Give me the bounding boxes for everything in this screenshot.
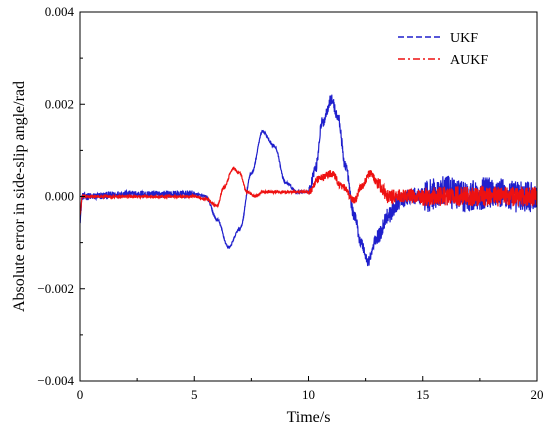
- x-tick-label: 15: [416, 387, 429, 402]
- axis-ticks: 0 5 10 15 20 −0.004 −0.002 0.000 0.002 0.004: [37, 4, 543, 402]
- x-axis-label: Time/s: [287, 409, 331, 426]
- x-tick-label: 0: [77, 387, 84, 402]
- y-axis-label: Absolute error in side-slip angle/rad: [11, 81, 28, 312]
- y-tick-label: 0.002: [45, 96, 74, 111]
- x-tick-label: 10: [302, 387, 315, 402]
- plot-series: [80, 94, 537, 267]
- series-line-ukf: [80, 94, 537, 267]
- legend-label-ukf: UKF: [450, 31, 478, 46]
- y-tick-label: −0.004: [37, 373, 74, 388]
- x-tick-label: 20: [531, 387, 544, 402]
- y-tick-label: 0.004: [45, 4, 75, 19]
- legend: UKF AUKF: [398, 31, 488, 68]
- series-line-aukf: [80, 166, 537, 216]
- legend-label-aukf: AUKF: [450, 53, 488, 68]
- x-tick-label: 5: [191, 387, 198, 402]
- y-tick-label: 0.000: [45, 189, 74, 204]
- y-tick-label: −0.002: [37, 281, 74, 296]
